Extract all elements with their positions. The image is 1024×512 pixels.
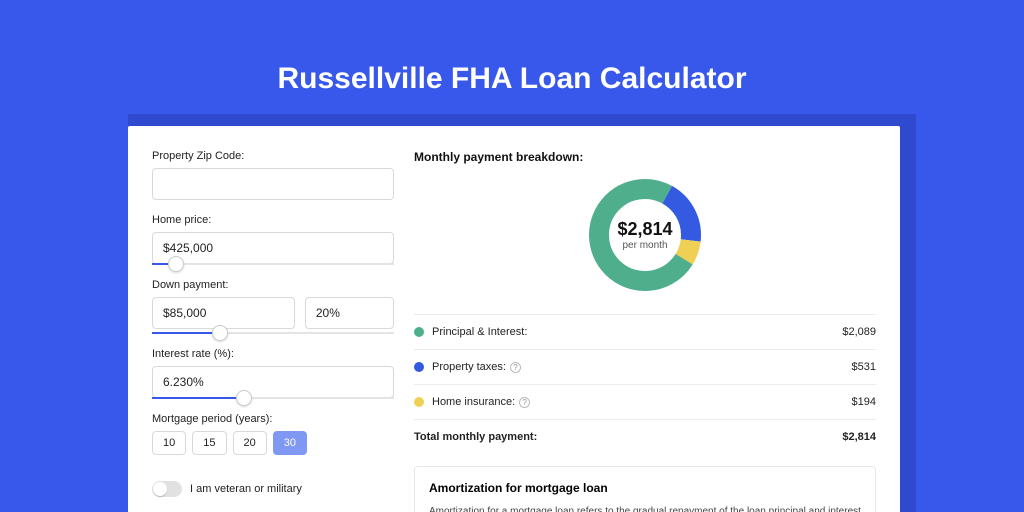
info-icon[interactable]: ? xyxy=(510,362,521,373)
amortization-title: Amortization for mortgage loan xyxy=(429,481,861,495)
home-price-input[interactable] xyxy=(152,232,394,264)
divider xyxy=(414,384,876,385)
veteran-toggle[interactable] xyxy=(152,481,182,497)
zip-label: Property Zip Code: xyxy=(152,150,394,162)
period-option-15[interactable]: 15 xyxy=(192,431,226,455)
home-price-slider-thumb[interactable] xyxy=(168,256,184,272)
breakdown-value: $194 xyxy=(852,396,876,408)
down-payment-slider-thumb[interactable] xyxy=(212,325,228,341)
divider xyxy=(414,349,876,350)
divider xyxy=(414,419,876,420)
breakdown-value: $2,089 xyxy=(842,326,876,338)
breakdown-panel: Monthly payment breakdown: $2,814 per mo… xyxy=(414,150,876,512)
donut-center: $2,814 per month xyxy=(584,174,706,296)
down-payment-slider[interactable] xyxy=(152,332,394,334)
legend-dot-icon xyxy=(414,397,424,407)
period-option-20[interactable]: 20 xyxy=(233,431,267,455)
breakdown-name: Principal & Interest: xyxy=(432,326,842,338)
down-payment-pct-input[interactable] xyxy=(305,297,394,329)
breakdown-title: Monthly payment breakdown: xyxy=(414,150,876,164)
legend-dot-icon xyxy=(414,327,424,337)
breakdown-name: Property taxes:? xyxy=(432,361,852,373)
breakdown-value: $531 xyxy=(852,361,876,373)
donut-wrap: $2,814 per month xyxy=(414,174,876,296)
interest-label: Interest rate (%): xyxy=(152,348,394,360)
donut-amount: $2,814 xyxy=(617,219,672,240)
form-panel: Property Zip Code: Home price: Down paym… xyxy=(152,150,394,512)
field-zip: Property Zip Code: xyxy=(152,150,394,200)
donut-chart: $2,814 per month xyxy=(584,174,706,296)
field-interest: Interest rate (%): xyxy=(152,348,394,399)
down-payment-input[interactable] xyxy=(152,297,295,329)
period-option-30[interactable]: 30 xyxy=(273,431,307,455)
field-down-payment: Down payment: xyxy=(152,279,394,334)
donut-sub: per month xyxy=(622,240,667,251)
amortization-text: Amortization for a mortgage loan refers … xyxy=(429,505,861,512)
total-value: $2,814 xyxy=(842,431,876,443)
veteran-toggle-knob xyxy=(153,482,167,496)
total-row: Total monthly payment: $2,814 xyxy=(414,422,876,452)
veteran-row: I am veteran or military xyxy=(152,481,394,497)
page-background: Russellville FHA Loan Calculator Propert… xyxy=(0,0,1024,512)
down-payment-label: Down payment: xyxy=(152,279,394,291)
field-period: Mortgage period (years): 1015 2030 xyxy=(152,413,394,455)
home-price-slider[interactable] xyxy=(152,263,394,265)
calculator-card: Property Zip Code: Home price: Down paym… xyxy=(128,126,900,512)
veteran-label: I am veteran or military xyxy=(190,483,302,495)
period-segmented: 1015 2030 xyxy=(152,431,394,455)
zip-input[interactable] xyxy=(152,168,394,200)
page-title: Russellville FHA Loan Calculator xyxy=(0,0,1024,96)
legend-dot-icon xyxy=(414,362,424,372)
field-home-price: Home price: xyxy=(152,214,394,265)
interest-input[interactable] xyxy=(152,366,394,398)
interest-slider-thumb[interactable] xyxy=(236,390,252,406)
amortization-box: Amortization for mortgage loan Amortizat… xyxy=(414,466,876,512)
divider xyxy=(414,314,876,315)
breakdown-name: Home insurance:? xyxy=(432,396,852,408)
breakdown-row: Property taxes:?$531 xyxy=(414,352,876,382)
breakdown-row: Home insurance:?$194 xyxy=(414,387,876,417)
breakdown-row: Principal & Interest:$2,089 xyxy=(414,317,876,347)
info-icon[interactable]: ? xyxy=(519,397,530,408)
home-price-label: Home price: xyxy=(152,214,394,226)
period-label: Mortgage period (years): xyxy=(152,413,394,425)
period-option-10[interactable]: 10 xyxy=(152,431,186,455)
interest-slider[interactable] xyxy=(152,397,394,399)
total-label: Total monthly payment: xyxy=(414,431,842,443)
